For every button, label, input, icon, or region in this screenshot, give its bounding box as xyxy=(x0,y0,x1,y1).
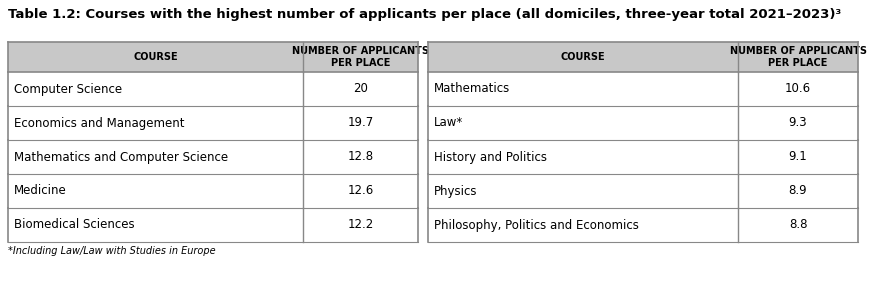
Bar xyxy=(8,42,418,72)
Text: NUMBER OF APPLICANTS
PER PLACE: NUMBER OF APPLICANTS PER PLACE xyxy=(730,46,867,68)
Bar xyxy=(428,42,858,72)
Text: 9.3: 9.3 xyxy=(789,117,807,129)
Text: Mathematics and Computer Science: Mathematics and Computer Science xyxy=(14,150,228,164)
Text: Table 1.2: Courses with the highest number of applicants per place (all domicile: Table 1.2: Courses with the highest numb… xyxy=(8,8,841,21)
Text: *Including Law/Law with Studies in Europe: *Including Law/Law with Studies in Europ… xyxy=(8,246,216,256)
Bar xyxy=(8,72,418,106)
Text: 8.8: 8.8 xyxy=(789,218,807,232)
Text: Computer Science: Computer Science xyxy=(14,82,122,96)
Text: 12.8: 12.8 xyxy=(348,150,373,164)
Text: 10.6: 10.6 xyxy=(785,82,811,96)
Bar xyxy=(428,174,858,208)
Bar xyxy=(428,208,858,242)
Bar xyxy=(8,208,418,242)
Bar xyxy=(428,106,858,140)
Text: 12.6: 12.6 xyxy=(348,185,373,197)
Bar xyxy=(8,106,418,140)
Text: Economics and Management: Economics and Management xyxy=(14,117,185,129)
Bar xyxy=(428,72,858,106)
Text: NUMBER OF APPLICANTS
PER PLACE: NUMBER OF APPLICANTS PER PLACE xyxy=(292,46,429,68)
Text: 8.9: 8.9 xyxy=(789,185,807,197)
Text: Biomedical Sciences: Biomedical Sciences xyxy=(14,218,134,232)
Text: Medicine: Medicine xyxy=(14,185,67,197)
Text: 20: 20 xyxy=(353,82,368,96)
Text: 19.7: 19.7 xyxy=(348,117,373,129)
Text: Philosophy, Politics and Economics: Philosophy, Politics and Economics xyxy=(434,218,639,232)
Text: COURSE: COURSE xyxy=(561,52,605,62)
Text: Mathematics: Mathematics xyxy=(434,82,510,96)
Text: Law*: Law* xyxy=(434,117,463,129)
Bar xyxy=(428,140,858,174)
Text: History and Politics: History and Politics xyxy=(434,150,547,164)
Text: Physics: Physics xyxy=(434,185,477,197)
Bar xyxy=(8,174,418,208)
Bar xyxy=(8,140,418,174)
Text: 12.2: 12.2 xyxy=(348,218,373,232)
Text: COURSE: COURSE xyxy=(133,52,178,62)
Text: 9.1: 9.1 xyxy=(789,150,807,164)
